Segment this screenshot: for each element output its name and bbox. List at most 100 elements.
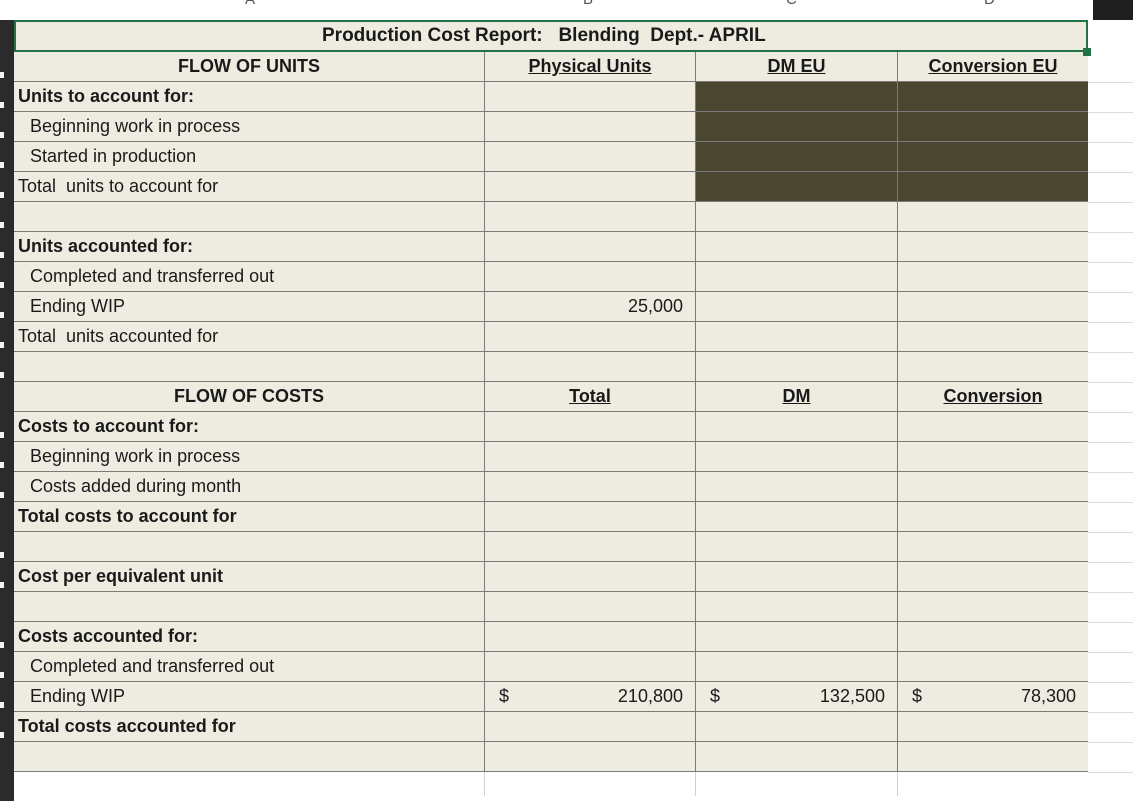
units-beginning-wip-label[interactable]: Beginning work in process <box>30 116 241 136</box>
column-letter-c[interactable]: C <box>786 0 797 8</box>
column-letter-d[interactable]: D <box>984 0 995 8</box>
total-units-to-account-label[interactable]: Total units to account for <box>18 176 219 196</box>
cell-b[interactable] <box>484 82 695 111</box>
cell-c[interactable] <box>695 592 897 621</box>
cell-d[interactable] <box>897 352 1088 381</box>
costs-beginning-wip-label[interactable]: Beginning work in process <box>30 446 241 466</box>
costs-completed-label[interactable]: Completed and transferred out <box>30 656 275 676</box>
cell-c-shaded[interactable] <box>695 112 897 141</box>
cell-b[interactable] <box>484 172 695 201</box>
units-ending-wip-label[interactable]: Ending WIP <box>30 296 126 316</box>
cell-b[interactable] <box>484 142 695 171</box>
cell-b[interactable] <box>484 652 695 681</box>
cell-d[interactable] <box>897 322 1088 351</box>
cell-b[interactable] <box>484 322 695 351</box>
flow-of-units-heading[interactable]: FLOW OF UNITS <box>178 56 320 76</box>
cell-b[interactable] <box>484 772 695 796</box>
cell-c[interactable] <box>695 622 897 651</box>
column-letter-b[interactable]: B <box>583 0 593 8</box>
cell-a[interactable] <box>14 202 484 231</box>
cell-d[interactable] <box>897 412 1088 441</box>
cell-b[interactable] <box>484 262 695 291</box>
units-started-label[interactable]: Started in production <box>30 146 197 166</box>
cell-c[interactable] <box>695 412 897 441</box>
dm-eu-heading[interactable]: DM EU <box>695 52 897 81</box>
cell-c[interactable] <box>695 562 897 591</box>
costs-added-label[interactable]: Costs added during month <box>30 476 242 496</box>
ending-wip-total-cost[interactable]: $ 210,800 <box>484 682 695 711</box>
cell-c[interactable] <box>695 712 897 741</box>
cell-c[interactable] <box>695 502 897 531</box>
flow-of-costs-heading[interactable]: FLOW OF COSTS <box>174 386 324 406</box>
cell-b[interactable] <box>484 202 695 231</box>
cell-d[interactable] <box>897 262 1088 291</box>
cell-d[interactable] <box>897 292 1088 321</box>
cell-a[interactable] <box>14 772 484 796</box>
cell-d[interactable] <box>897 232 1088 261</box>
title-row[interactable]: Production Cost Report: Blending Dept.- … <box>14 20 1088 52</box>
cell-a[interactable] <box>14 592 484 621</box>
dm-heading[interactable]: DM <box>695 382 897 411</box>
cell-a[interactable] <box>14 532 484 561</box>
total-costs-to-account-label[interactable]: Total costs to account for <box>18 506 237 526</box>
cell-c[interactable] <box>695 352 897 381</box>
cell-c[interactable] <box>695 262 897 291</box>
cell-d-shaded[interactable] <box>897 82 1088 111</box>
physical-units-heading[interactable]: Physical Units <box>484 52 695 81</box>
cell-b[interactable] <box>484 352 695 381</box>
cell-c[interactable] <box>695 772 897 796</box>
cell-b[interactable] <box>484 232 695 261</box>
cell-b[interactable] <box>484 592 695 621</box>
ending-wip-physical-units[interactable]: 25,000 <box>484 292 695 321</box>
costs-to-account-label[interactable]: Costs to account for: <box>18 416 200 436</box>
cell-c-shaded[interactable] <box>695 82 897 111</box>
cost-per-eu-label[interactable]: Cost per equivalent unit <box>18 566 224 586</box>
units-accounted-label[interactable]: Units accounted for: <box>18 236 194 256</box>
cell-c[interactable] <box>695 652 897 681</box>
selection-fill-handle[interactable] <box>1083 48 1091 56</box>
cell-d-shaded[interactable] <box>897 172 1088 201</box>
cell-c-shaded[interactable] <box>695 172 897 201</box>
cell-b[interactable] <box>484 412 695 441</box>
cell-b[interactable] <box>484 712 695 741</box>
conversion-heading[interactable]: Conversion <box>897 382 1088 411</box>
cell-a[interactable] <box>14 742 484 771</box>
unused-columns-area[interactable] <box>1088 0 1133 801</box>
row-header-gutter[interactable] <box>0 20 14 801</box>
ending-wip-dm-cost[interactable]: $ 132,500 <box>695 682 897 711</box>
cell-b[interactable] <box>484 532 695 561</box>
conversion-eu-heading[interactable]: Conversion EU <box>897 52 1088 81</box>
cell-d[interactable] <box>897 562 1088 591</box>
cell-c[interactable] <box>695 202 897 231</box>
cell-d[interactable] <box>897 772 1088 796</box>
units-to-account-label[interactable]: Units to account for: <box>18 86 194 106</box>
cell-b[interactable] <box>484 112 695 141</box>
total-costs-accounted-label[interactable]: Total costs accounted for <box>18 716 236 736</box>
cell-c[interactable] <box>695 532 897 561</box>
column-letter-a[interactable]: A <box>245 0 255 8</box>
cell-b[interactable] <box>484 742 695 771</box>
total-heading[interactable]: Total <box>484 382 695 411</box>
cell-d-shaded[interactable] <box>897 142 1088 171</box>
cell-d[interactable] <box>897 592 1088 621</box>
cell-c[interactable] <box>695 442 897 471</box>
cell-b[interactable] <box>484 472 695 501</box>
cell-c[interactable] <box>695 292 897 321</box>
total-units-accounted-label[interactable]: Total units accounted for <box>18 326 219 346</box>
units-completed-label[interactable]: Completed and transferred out <box>30 266 275 286</box>
cell-d[interactable] <box>897 652 1088 681</box>
costs-ending-wip-label[interactable]: Ending WIP <box>30 686 126 706</box>
cell-d[interactable] <box>897 622 1088 651</box>
cell-d[interactable] <box>897 202 1088 231</box>
cell-d[interactable] <box>897 742 1088 771</box>
cell-d[interactable] <box>897 532 1088 561</box>
cell-d[interactable] <box>897 442 1088 471</box>
cell-b[interactable] <box>484 622 695 651</box>
cell-a[interactable] <box>14 352 484 381</box>
cell-b[interactable] <box>484 442 695 471</box>
cell-d[interactable] <box>897 472 1088 501</box>
cell-b[interactable] <box>484 562 695 591</box>
cell-d[interactable] <box>897 712 1088 741</box>
cell-c[interactable] <box>695 322 897 351</box>
cell-d[interactable] <box>897 502 1088 531</box>
